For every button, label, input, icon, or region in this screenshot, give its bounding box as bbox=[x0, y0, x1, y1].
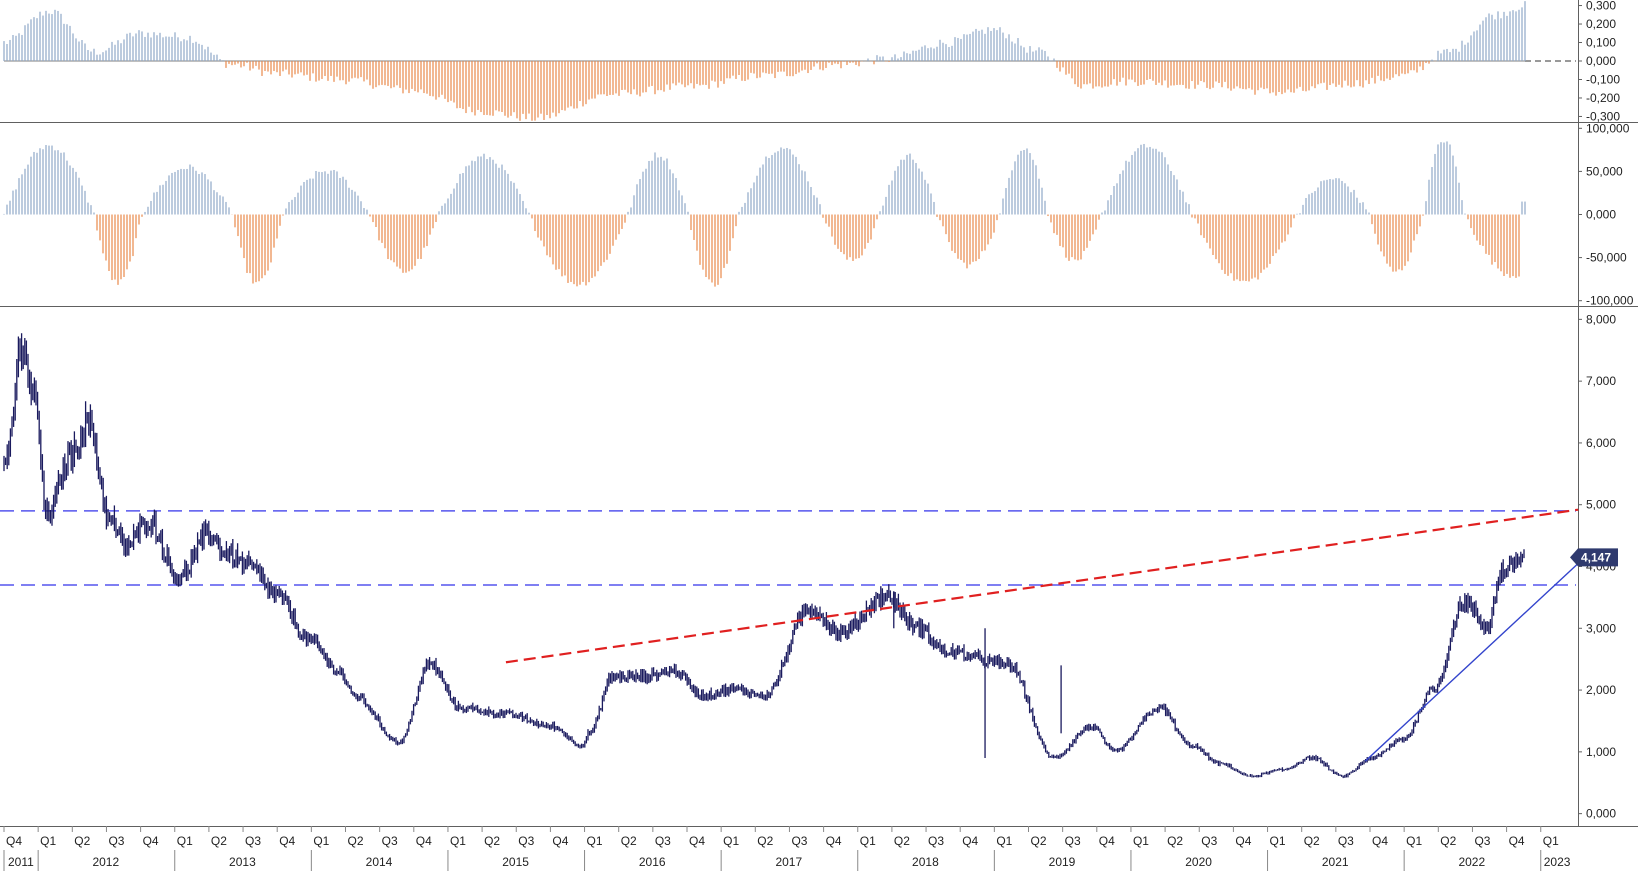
quarter-tick-label: Q3 bbox=[1338, 834, 1354, 848]
year-tick-label: 2019 bbox=[1049, 855, 1076, 869]
quarter-tick-label: Q2 bbox=[348, 834, 364, 848]
year-tick-label: 2017 bbox=[775, 855, 802, 869]
quarter-tick-label: Q4 bbox=[143, 834, 159, 848]
osc-top-tick-label: 0,200 bbox=[1586, 17, 1616, 31]
quarter-tick-label: Q1 bbox=[1543, 834, 1559, 848]
quarter-tick-label: Q3 bbox=[245, 834, 261, 848]
quarter-tick-label: Q4 bbox=[279, 834, 295, 848]
quarter-tick-label: Q1 bbox=[1133, 834, 1149, 848]
quarter-tick-label: Q1 bbox=[996, 834, 1012, 848]
osc-mid-tick-label: -100,000 bbox=[1586, 294, 1634, 308]
year-tick-label: 2016 bbox=[639, 855, 666, 869]
osc-mid-tick-label: 50,000 bbox=[1586, 164, 1623, 178]
quarter-tick-label: Q3 bbox=[1201, 834, 1217, 848]
year-tick-label: 2021 bbox=[1322, 855, 1349, 869]
quarter-tick-label: Q2 bbox=[894, 834, 910, 848]
price-tick-label: 0,000 bbox=[1586, 807, 1616, 821]
quarter-tick-label: Q1 bbox=[1270, 834, 1286, 848]
quarter-tick-label: Q4 bbox=[1509, 834, 1525, 848]
quarter-tick-label: Q4 bbox=[552, 834, 568, 848]
quarter-tick-label: Q3 bbox=[518, 834, 534, 848]
osc-top-tick-label: 0,000 bbox=[1586, 54, 1616, 68]
quarter-tick-label: Q2 bbox=[757, 834, 773, 848]
quarter-tick-label: Q2 bbox=[621, 834, 637, 848]
quarter-tick-label: Q1 bbox=[587, 834, 603, 848]
quarter-tick-label: Q4 bbox=[1099, 834, 1115, 848]
x-axis: Q4 Q1 Q2 Q3 Q4 Q1 Q2 Q3 Q4 Q1 Q2 Q3 Q4 Q1 Q2 Q3 Q4 Q1 Q2 Q3… bbox=[3, 826, 1571, 871]
year-tick-label: 2018 bbox=[912, 855, 939, 869]
price-tick-label: 6,000 bbox=[1586, 436, 1616, 450]
red-trendline bbox=[505, 508, 1579, 664]
quarter-tick-label: Q3 bbox=[108, 834, 124, 848]
quarter-tick-label: Q1 bbox=[450, 834, 466, 848]
quarter-tick-label: Q4 bbox=[1235, 834, 1251, 848]
quarter-tick-label: Q2 bbox=[484, 834, 500, 848]
year-tick-label: 2015 bbox=[502, 855, 529, 869]
price-tick-label: 2,000 bbox=[1586, 683, 1616, 697]
osc-top-tick-label: -0,300 bbox=[1586, 109, 1620, 123]
last-value-badge bbox=[1570, 548, 1618, 567]
quarter-tick-label: Q1 bbox=[313, 834, 329, 848]
quarter-tick-label: Q3 bbox=[655, 834, 671, 848]
osc-top-tick-label: 0,300 bbox=[1586, 0, 1616, 13]
oscillator-middle-panel bbox=[3, 141, 1526, 287]
osc-top-tick-label: -0,100 bbox=[1586, 72, 1620, 86]
price-tick-label: 7,000 bbox=[1586, 374, 1616, 388]
year-tick-label: 2023 bbox=[1544, 855, 1571, 869]
year-tick-label: 2022 bbox=[1458, 855, 1485, 869]
quarter-tick-label: Q2 bbox=[1304, 834, 1320, 848]
quarter-tick-label: Q2 bbox=[74, 834, 90, 848]
quarter-tick-label: Q3 bbox=[1065, 834, 1081, 848]
quarter-tick-label: Q4 bbox=[6, 834, 22, 848]
price-panel bbox=[0, 333, 1579, 779]
osc-mid-tick-label: -50,000 bbox=[1586, 251, 1627, 265]
quarter-tick-label: Q2 bbox=[211, 834, 227, 848]
quarter-tick-label: Q2 bbox=[1031, 834, 1047, 848]
last-value-label: 4,147 bbox=[1581, 550, 1611, 564]
quarter-tick-label: Q4 bbox=[689, 834, 705, 848]
quarter-tick-label: Q1 bbox=[40, 834, 56, 848]
osc-top-tick-label: -0,200 bbox=[1586, 91, 1620, 105]
quarter-tick-label: Q1 bbox=[860, 834, 876, 848]
quarter-tick-label: Q2 bbox=[1167, 834, 1183, 848]
quarter-tick-label: Q4 bbox=[416, 834, 432, 848]
quarter-tick-label: Q4 bbox=[962, 834, 978, 848]
quarter-tick-label: Q4 bbox=[1372, 834, 1388, 848]
quarter-tick-label: Q1 bbox=[177, 834, 193, 848]
quarter-tick-label: Q3 bbox=[791, 834, 807, 848]
quarter-tick-label: Q1 bbox=[723, 834, 739, 848]
year-tick-label: 2014 bbox=[366, 855, 393, 869]
osc-mid-tick-label: 0,000 bbox=[1586, 208, 1616, 222]
price-tick-label: 3,000 bbox=[1586, 621, 1616, 635]
quarter-tick-label: Q3 bbox=[928, 834, 944, 848]
quarter-tick-label: Q2 bbox=[1440, 834, 1456, 848]
chart-frame bbox=[0, 0, 1638, 827]
year-tick-label: 2012 bbox=[92, 855, 119, 869]
quarter-tick-label: Q1 bbox=[1406, 834, 1422, 848]
quarter-tick-label: Q4 bbox=[826, 834, 842, 848]
y-axes: 0,300 0,200 0,100 0,000 -0,100 -0,200 -0,30010… bbox=[1570, 0, 1634, 821]
price-tick-label: 8,000 bbox=[1586, 312, 1616, 326]
year-tick-label: 2020 bbox=[1185, 855, 1212, 869]
osc-mid-tick-label: 100,000 bbox=[1586, 121, 1630, 135]
oscillator-top-panel bbox=[3, 1, 1576, 121]
quarter-tick-label: Q3 bbox=[382, 834, 398, 848]
year-tick-label: 2011 bbox=[8, 855, 34, 869]
price-tick-label: 5,000 bbox=[1586, 498, 1616, 512]
year-tick-label: 2013 bbox=[229, 855, 256, 869]
blue-trendline bbox=[1364, 562, 1579, 762]
osc-top-tick-label: 0,100 bbox=[1586, 36, 1616, 50]
price-tick-label: 1,000 bbox=[1586, 745, 1616, 759]
quarter-tick-label: Q3 bbox=[1474, 834, 1490, 848]
